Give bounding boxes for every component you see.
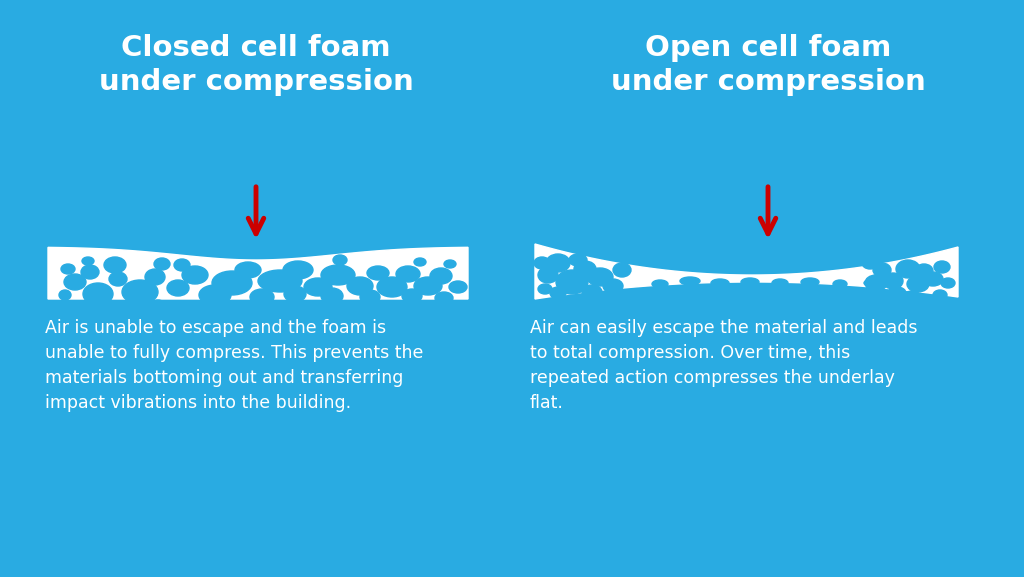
Ellipse shape (915, 264, 933, 278)
Ellipse shape (414, 277, 442, 295)
Ellipse shape (801, 278, 819, 286)
Ellipse shape (284, 286, 306, 302)
Ellipse shape (82, 257, 94, 265)
Ellipse shape (603, 279, 623, 293)
Ellipse shape (151, 300, 165, 310)
Ellipse shape (574, 261, 596, 277)
Ellipse shape (613, 263, 631, 277)
Ellipse shape (63, 274, 86, 290)
Ellipse shape (883, 273, 903, 289)
Text: Closed cell foam
under compression: Closed cell foam under compression (98, 34, 414, 96)
Ellipse shape (865, 275, 887, 291)
Ellipse shape (556, 270, 588, 294)
Ellipse shape (199, 285, 231, 305)
Ellipse shape (862, 257, 878, 269)
Ellipse shape (904, 291, 920, 301)
Polygon shape (535, 244, 958, 299)
Ellipse shape (122, 280, 158, 304)
Ellipse shape (333, 255, 347, 265)
Ellipse shape (896, 260, 920, 278)
Ellipse shape (283, 261, 313, 279)
Ellipse shape (934, 261, 950, 273)
Ellipse shape (414, 258, 426, 266)
Ellipse shape (546, 254, 570, 272)
Ellipse shape (888, 287, 906, 299)
Ellipse shape (435, 292, 453, 304)
Ellipse shape (102, 301, 114, 311)
Ellipse shape (377, 277, 407, 297)
Ellipse shape (402, 289, 422, 303)
Ellipse shape (864, 280, 876, 286)
Ellipse shape (348, 302, 362, 312)
Ellipse shape (321, 288, 343, 304)
Ellipse shape (251, 302, 265, 312)
Ellipse shape (182, 266, 208, 284)
Ellipse shape (772, 279, 788, 287)
Ellipse shape (234, 262, 261, 278)
Ellipse shape (212, 271, 252, 295)
Ellipse shape (199, 301, 211, 309)
Ellipse shape (833, 280, 847, 288)
Ellipse shape (907, 276, 929, 292)
Ellipse shape (587, 268, 613, 286)
Ellipse shape (550, 287, 566, 299)
Ellipse shape (302, 302, 314, 310)
Ellipse shape (174, 259, 190, 271)
Text: Open cell foam
under compression: Open cell foam under compression (610, 34, 926, 96)
Ellipse shape (367, 266, 389, 280)
Ellipse shape (941, 278, 955, 288)
Ellipse shape (104, 257, 126, 273)
Ellipse shape (449, 281, 467, 293)
Ellipse shape (145, 269, 165, 285)
Ellipse shape (321, 265, 355, 285)
Ellipse shape (582, 285, 602, 299)
Polygon shape (48, 248, 468, 299)
Ellipse shape (538, 284, 552, 294)
Ellipse shape (347, 277, 373, 295)
Ellipse shape (125, 301, 135, 309)
Ellipse shape (538, 267, 558, 283)
Ellipse shape (61, 264, 75, 274)
Ellipse shape (741, 278, 759, 286)
Ellipse shape (109, 272, 127, 286)
Ellipse shape (534, 257, 550, 269)
Ellipse shape (933, 290, 947, 300)
Ellipse shape (711, 279, 729, 287)
Ellipse shape (652, 280, 668, 288)
Ellipse shape (154, 258, 170, 270)
Ellipse shape (250, 289, 274, 305)
Ellipse shape (360, 290, 380, 304)
Ellipse shape (923, 272, 943, 286)
Ellipse shape (569, 254, 587, 266)
Text: Air is unable to escape and the foam is
unable to fully compress. This prevents : Air is unable to escape and the foam is … (45, 319, 423, 412)
Ellipse shape (304, 278, 332, 296)
Text: Air can easily escape the material and leads
to total compression. Over time, th: Air can easily escape the material and l… (530, 319, 918, 412)
Ellipse shape (258, 270, 302, 292)
Ellipse shape (873, 263, 891, 277)
Ellipse shape (680, 277, 700, 285)
Ellipse shape (167, 280, 189, 296)
Ellipse shape (83, 283, 113, 305)
Ellipse shape (59, 290, 71, 300)
Ellipse shape (81, 265, 99, 279)
Ellipse shape (444, 260, 456, 268)
Ellipse shape (430, 268, 452, 284)
Ellipse shape (396, 266, 420, 282)
Ellipse shape (394, 302, 406, 310)
